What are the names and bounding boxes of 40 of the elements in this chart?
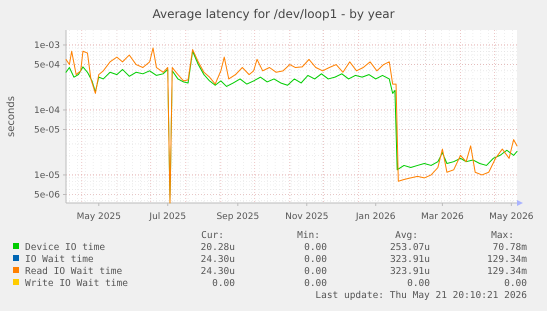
text: 20.28u (200, 242, 235, 253)
text: 0.00 (304, 278, 328, 289)
y-axis-title: seconds (6, 96, 17, 137)
text: 0.00 (304, 266, 328, 277)
legend-label: Device IO time (25, 242, 106, 253)
text: 0.00 (304, 242, 328, 253)
text: 253.07u (390, 242, 430, 253)
x-tick-label: Jul 2025 (148, 212, 186, 222)
legend-label: Read IO Wait time (25, 266, 123, 277)
y-tick-label: 5e-05 (34, 125, 60, 136)
text: 0.00 (504, 278, 528, 289)
text: Cur: (201, 230, 224, 241)
text: 0.00 (407, 278, 430, 289)
text: 129.34m (486, 266, 528, 277)
y-tick-label: 1e-05 (34, 170, 60, 181)
text: 24.30u (200, 266, 235, 277)
y-tick-label: 1e-03 (34, 40, 60, 51)
legend-label: IO Wait time (25, 254, 94, 265)
chart-title: Average latency for /dev/loop1 - by year (152, 7, 395, 21)
y-tick-label: 5e-04 (34, 60, 60, 70)
x-tick-label: Jan 2026 (354, 212, 396, 222)
text: 0.00 (304, 254, 328, 265)
text: Avg: (395, 230, 418, 241)
y-tick-label: 5e-06 (34, 190, 60, 200)
text: 24.30u (200, 254, 235, 265)
x-tick-label: Nov 2025 (285, 212, 328, 222)
x-tick-label: May 2025 (76, 212, 121, 222)
text: Max: (491, 230, 514, 241)
text: 129.34m (486, 254, 528, 265)
text: Min: (297, 230, 320, 241)
text: 0.00 (212, 278, 236, 289)
text: Last update: Thu May 21 20:10:21 2026 (315, 290, 528, 301)
x-tick-label: May 2026 (489, 212, 534, 222)
text: 323.91u (390, 254, 430, 265)
x-tick-label: Mar 2026 (421, 212, 464, 222)
legend-label: Write IO Wait time (25, 278, 128, 289)
y-tick-label: 1e-04 (34, 106, 60, 116)
text: 70.78m (492, 242, 528, 253)
text: 323.91u (390, 266, 430, 277)
x-tick-label: Sep 2025 (216, 212, 260, 222)
